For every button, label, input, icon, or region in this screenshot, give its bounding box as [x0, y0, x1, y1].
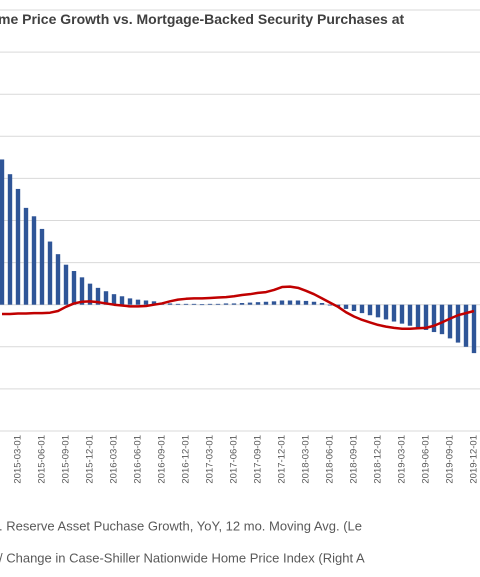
- x-tick-label: 2016-03-01: [109, 435, 120, 484]
- bar: [55, 254, 61, 305]
- bar: [7, 174, 13, 305]
- bar: [183, 303, 189, 305]
- bar: [391, 304, 397, 322]
- bar: [359, 304, 365, 314]
- bar: [263, 301, 269, 305]
- bar: [47, 241, 53, 305]
- bar: [151, 301, 157, 305]
- bar: [95, 287, 101, 305]
- bar: [39, 228, 45, 305]
- bar: [207, 303, 213, 305]
- bar: [215, 303, 221, 305]
- bar: [191, 303, 197, 305]
- bar: [423, 304, 429, 330]
- legend-label: / Change in Case-Shiller Nationwide Home…: [0, 550, 365, 565]
- bar: [431, 304, 437, 333]
- x-tick-label: 2018-03-01: [301, 435, 312, 484]
- x-tick-label: 2017-09-01: [253, 435, 264, 484]
- bar: [175, 303, 181, 305]
- bar: [367, 304, 373, 316]
- bar: [223, 303, 229, 305]
- x-tick-label: 2016-09-01: [157, 435, 168, 484]
- bar: [247, 302, 253, 305]
- x-tick-label: 2019-12-01: [469, 435, 480, 484]
- bar: [351, 304, 357, 312]
- bar: [375, 304, 381, 318]
- bar: [119, 296, 125, 305]
- x-tick-label: 2015-12-01: [85, 435, 96, 484]
- bar: [271, 301, 277, 305]
- bar: [0, 159, 5, 305]
- bar: [455, 304, 461, 343]
- x-tick-label: 2018-12-01: [373, 435, 384, 484]
- bar: [327, 304, 333, 306]
- x-tick-label: 2018-06-01: [325, 435, 336, 484]
- bar: [447, 304, 453, 339]
- x-tick-label: 2019-06-01: [421, 435, 432, 484]
- x-tick-label: 2015-09-01: [61, 435, 72, 484]
- x-tick-label: 2015-03-01: [13, 435, 24, 484]
- x-tick-label: 2017-06-01: [229, 435, 240, 484]
- x-tick-label: 2018-09-01: [349, 435, 360, 484]
- bar: [287, 300, 293, 305]
- x-tick-label: 2016-06-01: [133, 435, 144, 484]
- x-tick-label: 2017-03-01: [205, 435, 216, 484]
- bar: [407, 304, 413, 326]
- bar: [471, 304, 477, 354]
- bar: [255, 302, 261, 305]
- bar: [463, 304, 469, 347]
- bar: [319, 303, 325, 305]
- bar: [167, 303, 173, 305]
- x-tick-label: 2017-12-01: [277, 435, 288, 484]
- line: [2, 285, 475, 330]
- bar: [143, 300, 149, 305]
- bar: [79, 277, 85, 305]
- bar: [23, 207, 29, 305]
- bar: [399, 304, 405, 324]
- legend-label: . Reserve Asset Puchase Growth, YoY, 12 …: [0, 518, 362, 533]
- bar: [87, 283, 93, 305]
- x-tick-label: 2019-09-01: [445, 435, 456, 484]
- bar: [15, 188, 21, 305]
- x-tick-label: 2015-06-01: [37, 435, 48, 484]
- x-tick-label: 2019-03-01: [397, 435, 408, 484]
- bar: [343, 304, 349, 309]
- bar: [239, 303, 245, 305]
- bar: [127, 298, 133, 305]
- bar: [295, 300, 301, 305]
- bar: [303, 300, 309, 305]
- bar: [103, 291, 109, 305]
- bar: [231, 303, 237, 305]
- bar: [199, 304, 205, 306]
- bar: [439, 304, 445, 335]
- bar: [63, 264, 69, 305]
- bar: [311, 301, 317, 305]
- x-tick-label: 2016-12-01: [181, 435, 192, 484]
- bar: [279, 300, 285, 305]
- bar: [31, 216, 37, 305]
- bar: [71, 271, 77, 305]
- chart-title: me Price Growth vs. Mortgage-Backed Secu…: [0, 11, 404, 27]
- bar: [383, 304, 389, 320]
- bar: [111, 294, 117, 305]
- bar: [135, 299, 141, 305]
- bar: [415, 304, 421, 328]
